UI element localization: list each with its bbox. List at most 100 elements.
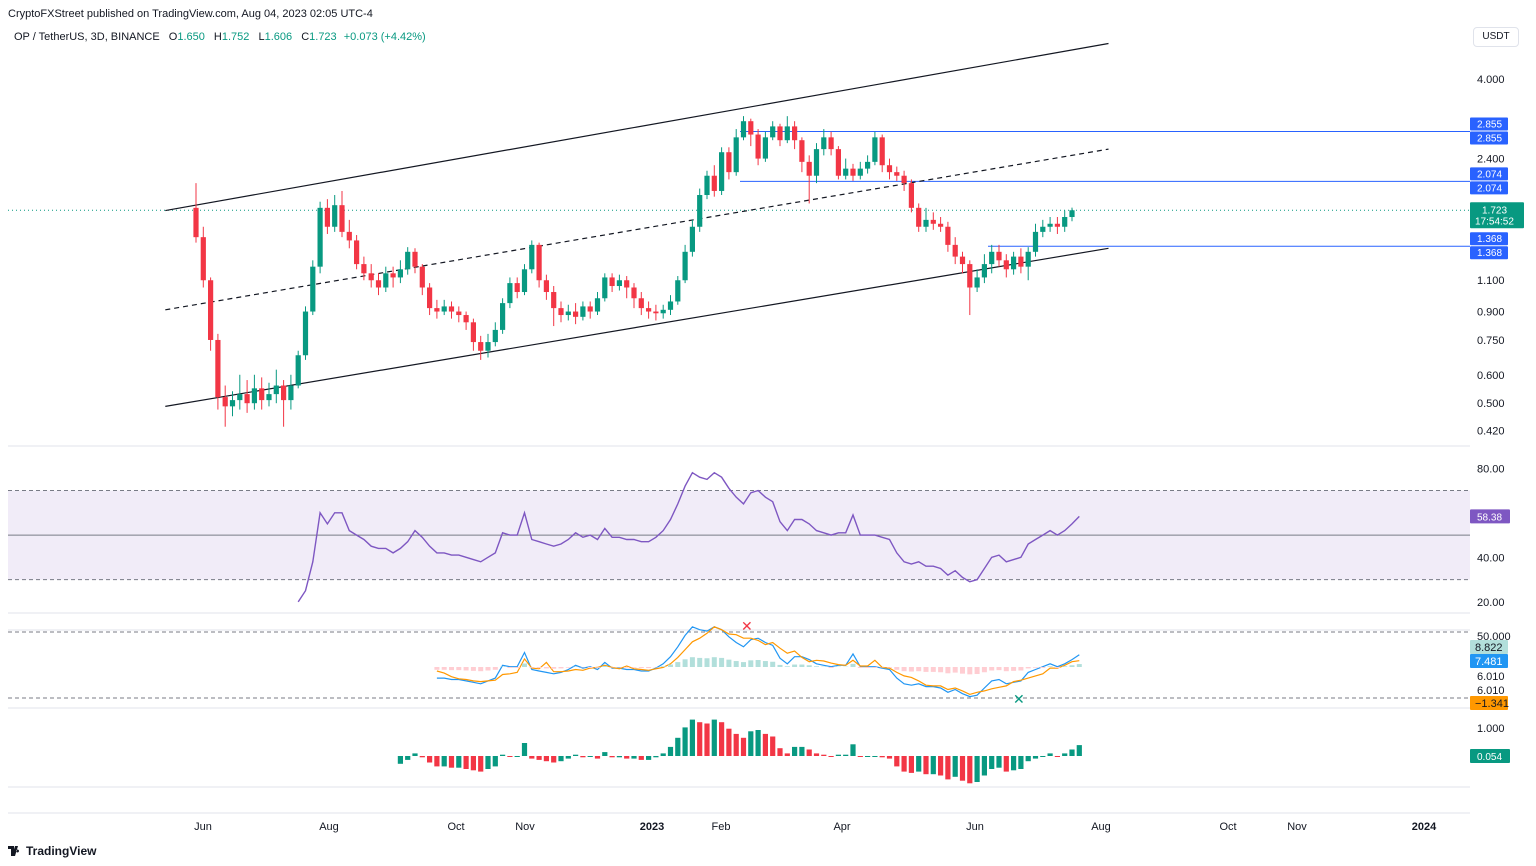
- candle-body: [485, 342, 491, 351]
- macd-hist-bar: [631, 756, 637, 759]
- stoch-hist-bar: [558, 667, 564, 669]
- stoch-axis-tick: 6.010: [1477, 671, 1505, 683]
- stoch-value-bg: [1470, 640, 1508, 654]
- candle-body: [770, 126, 776, 138]
- candle-body: [587, 306, 593, 312]
- stoch-hist-bar: [923, 667, 929, 672]
- candle-body: [762, 137, 768, 159]
- candle-body: [777, 126, 783, 141]
- candle-body: [229, 400, 236, 407]
- candle-body: [266, 394, 272, 401]
- macd-hist-bar: [740, 737, 747, 756]
- macd-hist-bar: [959, 756, 966, 781]
- symbol-name: OP / TetherUS, 3D, BINANCE: [14, 31, 160, 43]
- candle-body: [901, 175, 907, 184]
- tradingview-logo[interactable]: TradingView: [8, 844, 96, 858]
- candle-body: [675, 280, 681, 302]
- macd-hist-bar: [916, 756, 922, 772]
- candle-body: [346, 231, 352, 241]
- macd-hist-bar: [704, 723, 710, 756]
- stoch-hist-bar: [901, 667, 907, 672]
- price-axis-tick: 0.900: [1477, 307, 1505, 319]
- macd-hist-bar: [529, 756, 535, 759]
- candle-body: [740, 121, 747, 138]
- stoch-hist-bar: [529, 667, 535, 668]
- candle-body: [1040, 226, 1046, 232]
- macd-hist-bar: [901, 756, 907, 772]
- stoch-hist-bar: [806, 665, 812, 667]
- candle-body: [543, 280, 549, 293]
- candle-body: [726, 152, 732, 173]
- macd-hist-bar: [1062, 753, 1068, 756]
- stoch-hist-bar: [967, 667, 973, 675]
- candle-body: [507, 283, 513, 304]
- stoch-hist-bar: [872, 667, 878, 668]
- macd-hist-bar: [733, 733, 739, 756]
- time-axis-tick: Oct: [447, 821, 464, 833]
- macd-hist-bar: [821, 754, 827, 756]
- macd-hist-bar: [521, 743, 528, 756]
- candle-body: [813, 149, 820, 176]
- macd-hist-bar: [646, 756, 652, 760]
- candle-body: [368, 273, 374, 281]
- candle-body: [456, 311, 462, 316]
- macd-hist-bar: [755, 730, 761, 756]
- candle-body: [996, 251, 1002, 261]
- candle-body: [273, 385, 279, 395]
- candle-body: [784, 126, 790, 141]
- stoch-hist-bar: [704, 658, 710, 667]
- macd-hist-bar: [1040, 756, 1046, 757]
- candle-body: [609, 277, 615, 287]
- change-value: +0.073 (+4.42%): [343, 31, 426, 43]
- stoch-hist-bar: [514, 667, 520, 668]
- stoch-hist-bar: [894, 667, 900, 670]
- macd-hist-bar: [719, 722, 725, 756]
- time-axis-tick: Apr: [833, 821, 850, 833]
- macd-hist-bar: [1003, 756, 1009, 772]
- stoch-hist-bar: [762, 661, 768, 667]
- candle-body: [748, 121, 754, 135]
- candle-body: [251, 388, 257, 404]
- candle-body: [412, 251, 418, 267]
- macd-hist-bar: [456, 756, 462, 768]
- macd-hist-bar: [500, 754, 506, 756]
- stoch-hist-bar: [638, 667, 644, 669]
- macd-hist-bar: [981, 756, 987, 776]
- stoch-value-label: 8.822: [1475, 642, 1503, 654]
- macd-hist-bar: [945, 756, 951, 780]
- last-price-label: 1.723: [1482, 205, 1507, 216]
- macd-hist-bar: [828, 756, 834, 757]
- candle-body: [551, 292, 557, 309]
- stoch-hist-bar: [908, 667, 914, 672]
- countdown-label: 17:54:52: [1475, 216, 1514, 227]
- price-axis-tick: 0.500: [1477, 398, 1505, 410]
- macd-hist-bar: [857, 756, 863, 757]
- symbol-legend[interactable]: OP / TetherUS, 3D, BINANCE O1.650 H1.752…: [14, 31, 426, 43]
- macd-hist-bar: [989, 756, 995, 769]
- macd-hist-bar: [558, 756, 564, 762]
- macd-hist-bar: [711, 719, 717, 756]
- stoch-hist-bar: [784, 666, 790, 667]
- candle-body: [792, 126, 798, 141]
- stoch-hist-bar: [748, 660, 754, 667]
- time-axis-tick: Aug: [1091, 821, 1111, 833]
- macd-hist-bar: [667, 746, 674, 756]
- close-label: C: [301, 31, 310, 43]
- price-axis-tick: 4.000: [1477, 74, 1505, 86]
- stoch-hist-bar: [675, 662, 681, 667]
- candle-body: [580, 306, 586, 317]
- macd-hist-bar: [587, 756, 593, 757]
- macd-hist-bar: [1025, 756, 1031, 762]
- brand-label: TradingView: [26, 844, 97, 858]
- candle-body: [945, 226, 951, 245]
- rsi-value-label: 58.38: [1477, 512, 1502, 523]
- level-label: 2.855: [1477, 134, 1502, 145]
- candle-body: [244, 394, 250, 404]
- candle-body: [835, 149, 841, 176]
- currency-button[interactable]: USDT: [1473, 27, 1519, 47]
- stoch-hist-bar: [1054, 667, 1060, 668]
- macd-hist-bar: [850, 744, 856, 756]
- macd-hist-bar: [412, 753, 418, 756]
- candle-body: [799, 140, 805, 162]
